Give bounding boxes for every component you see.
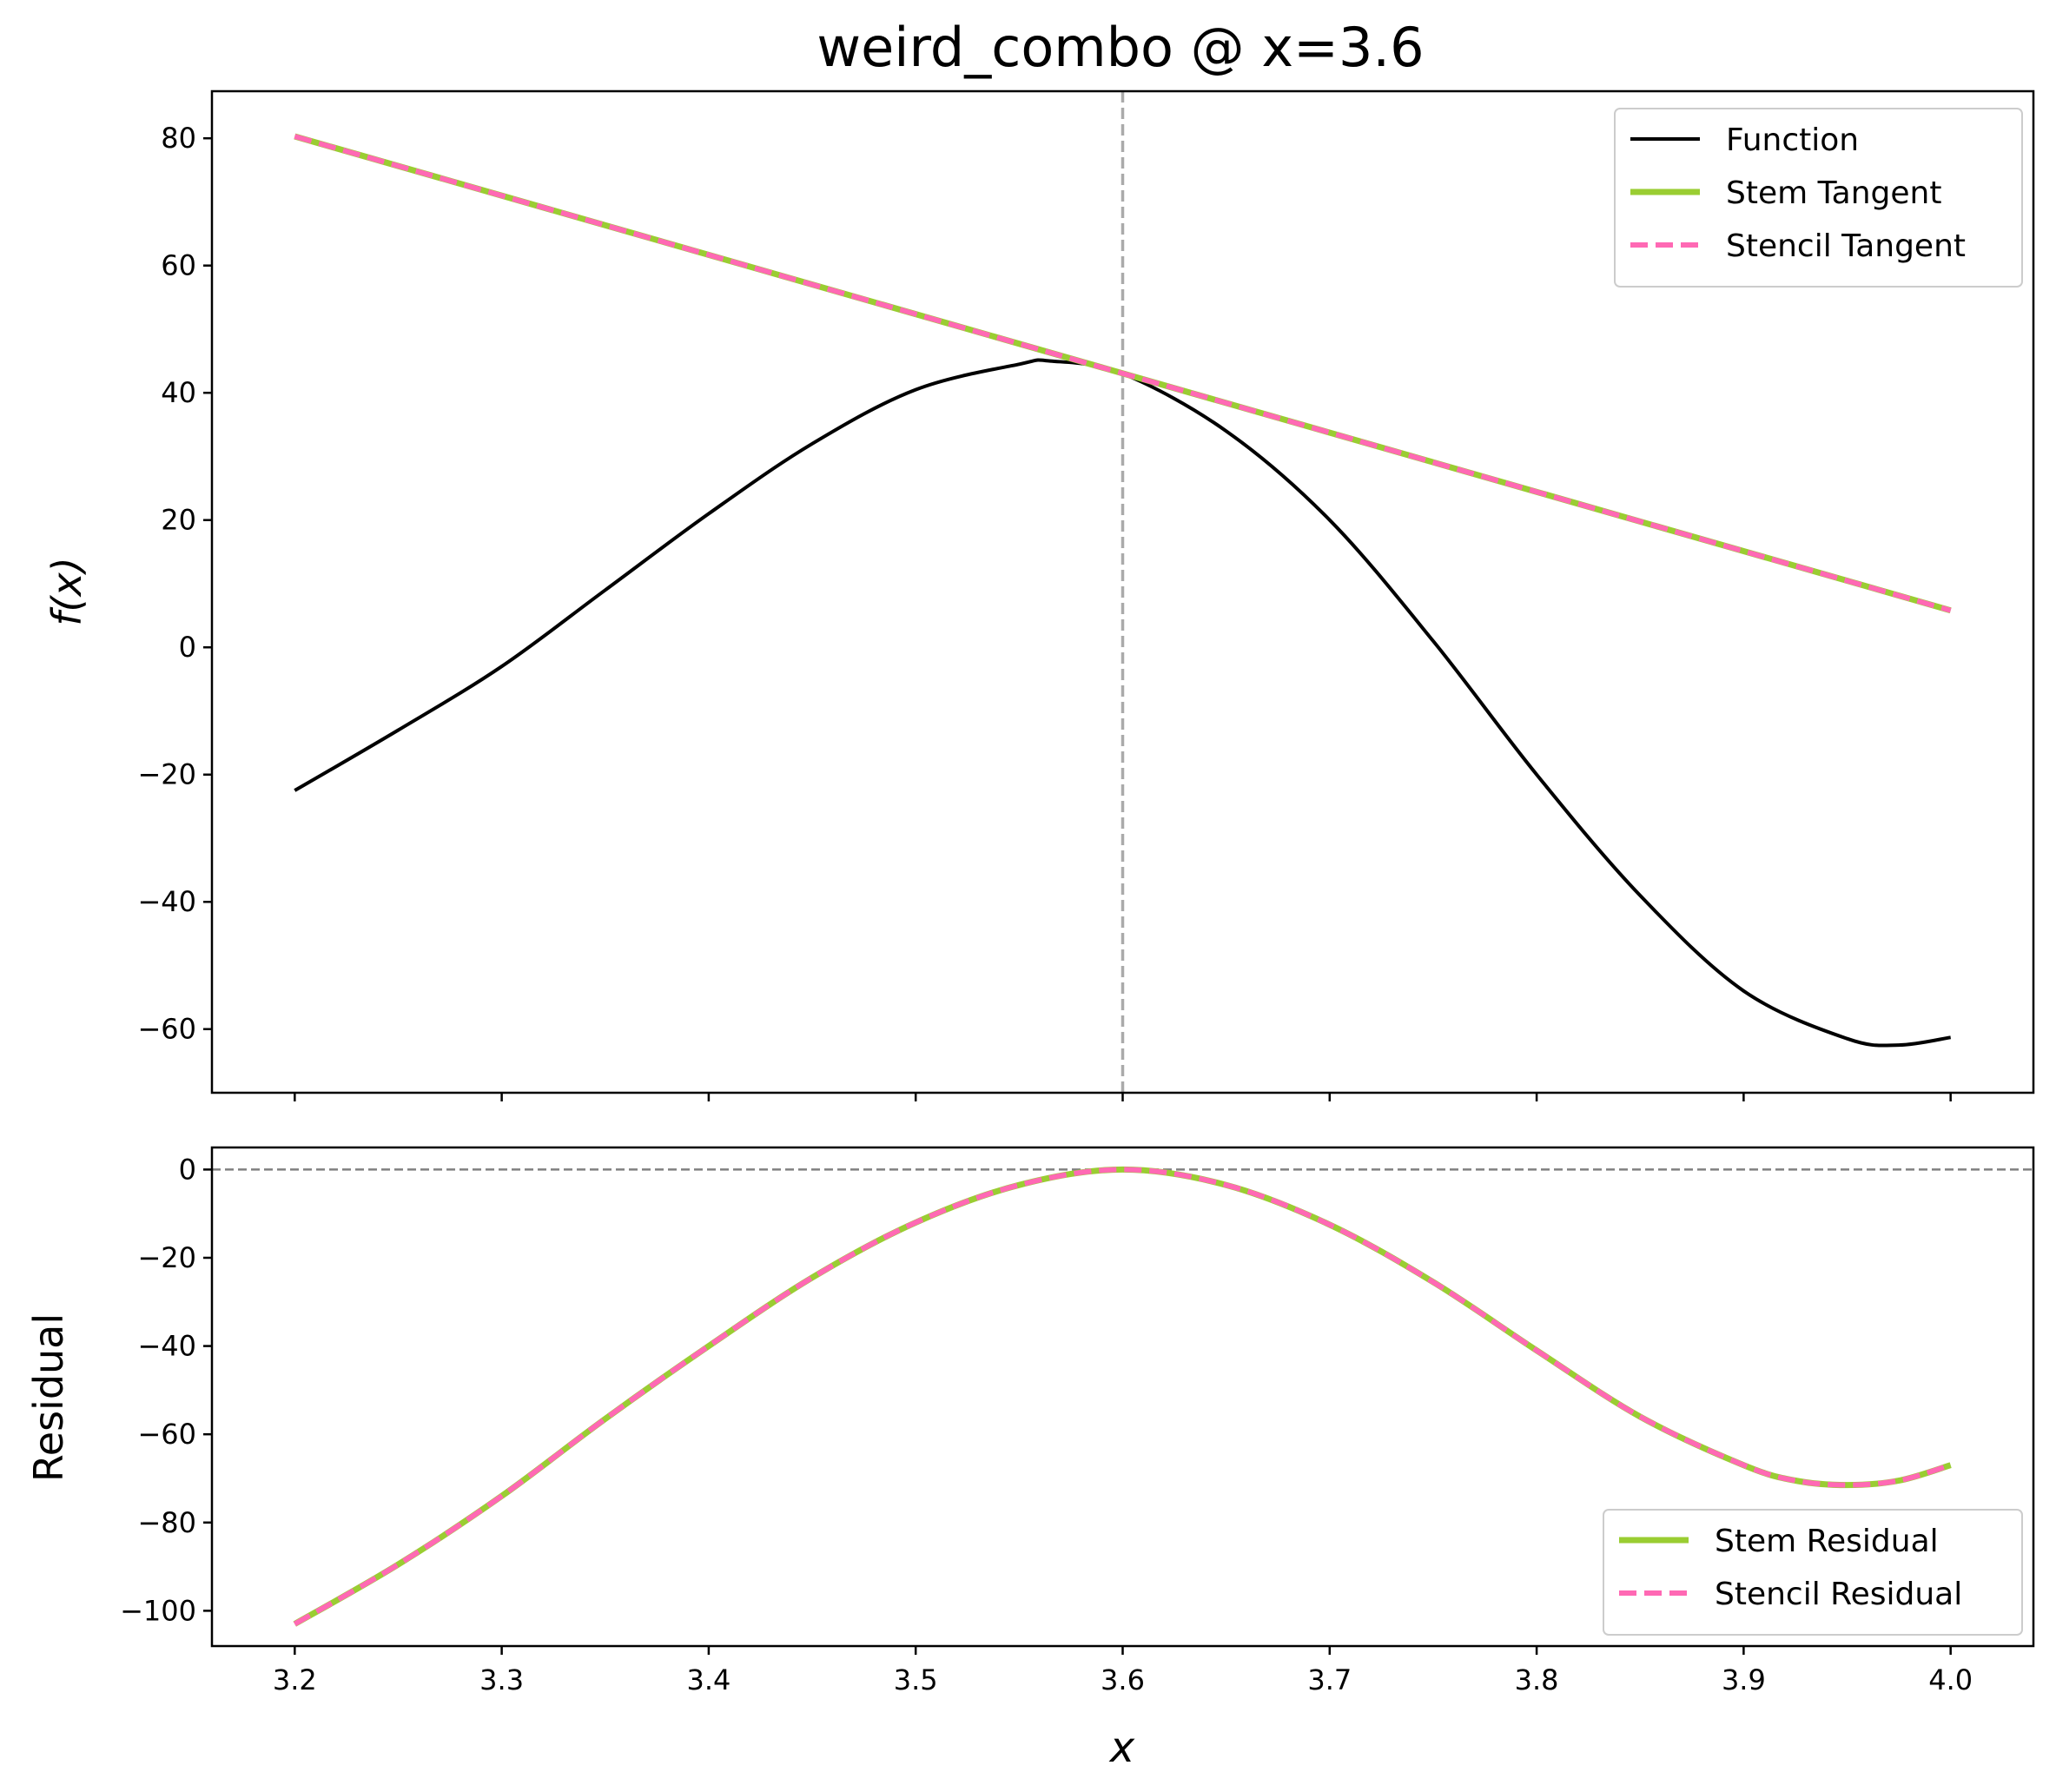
top-y-tick-label: 0 xyxy=(179,631,196,664)
chart-title: weird_combo @ x=3.6 xyxy=(816,16,1424,79)
bottom-x-tick-label: 4.0 xyxy=(1928,1663,1973,1696)
bottom-y-tick-label: 0 xyxy=(179,1153,196,1186)
bottom-y-axis-label: Residual xyxy=(25,1313,72,1482)
bottom-y-tick-label: −80 xyxy=(137,1506,196,1539)
top-y-tick-label: −40 xyxy=(137,885,196,918)
top-y-tick-label: −20 xyxy=(137,758,196,791)
top-marks xyxy=(294,91,1952,1093)
top-ticks: −60 −40 −20 0 20 40 60 80 xyxy=(137,122,1952,1101)
top-legend-label-stem-tangent: Stem Tangent xyxy=(1726,175,1941,211)
bottom-y-tick-label: −40 xyxy=(137,1330,196,1363)
bottom-y-tick-label: −100 xyxy=(120,1594,196,1627)
bottom-marks xyxy=(212,1166,2033,1627)
top-legend-box xyxy=(1614,108,2023,288)
bottom-ticks: −100 −80 −60 −40 −20 0 3.2 3.3 3.4 3.5 3.6 3.7 3.8 3.… xyxy=(120,1153,1973,1696)
bottom-legend: Stem Residual Stencil Residual xyxy=(1603,1509,2023,1636)
bottom-x-tick-label: 3.9 xyxy=(1722,1663,1766,1696)
top-y-tick-label: 20 xyxy=(161,504,196,537)
bottom-panel: −100 −80 −60 −40 −20 0 3.2 3.3 3.4 3.5 3.6 3.7 3.8 3.… xyxy=(25,1146,2035,1772)
bottom-legend-box xyxy=(1603,1509,2023,1636)
top-panel: −60 −40 −20 0 20 40 60 80 f(x) Function Stem Tan… xyxy=(43,89,2035,1101)
top-y-tick-label: 40 xyxy=(161,376,196,409)
bottom-x-tick-label: 3.3 xyxy=(479,1663,524,1696)
top-legend-label-function: Function xyxy=(1726,122,1859,158)
top-y-tick-label: 60 xyxy=(161,249,196,282)
bottom-y-tick-label: −20 xyxy=(137,1241,196,1274)
x-axis-label: x xyxy=(1108,1723,1135,1772)
bottom-x-tick-label: 3.6 xyxy=(1101,1663,1145,1696)
top-series-stencil-tangent xyxy=(294,134,1952,613)
bottom-x-tick-label: 3.4 xyxy=(686,1663,731,1696)
bottom-series-stencil-residual xyxy=(293,1167,1952,1627)
bottom-legend-label-stencil-residual: Stencil Residual xyxy=(1715,1577,1962,1612)
top-legend-label-stencil-tangent: Stencil Tangent xyxy=(1726,228,1966,264)
top-y-tick-label: 80 xyxy=(161,122,196,155)
bottom-x-tick-label: 3.5 xyxy=(894,1663,938,1696)
bottom-legend-label-stem-residual: Stem Residual xyxy=(1715,1524,1939,1559)
bottom-x-tick-label: 3.8 xyxy=(1515,1663,1559,1696)
top-y-tick-label: −60 xyxy=(137,1013,196,1046)
top-legend: Function Stem Tangent Stencil Tangent xyxy=(1614,108,2023,288)
bottom-x-tick-label: 3.7 xyxy=(1307,1663,1352,1696)
bottom-x-tick-label: 3.2 xyxy=(273,1663,317,1696)
bottom-y-tick-label: −60 xyxy=(137,1418,196,1451)
top-y-axis-label: f(x) xyxy=(43,557,90,625)
